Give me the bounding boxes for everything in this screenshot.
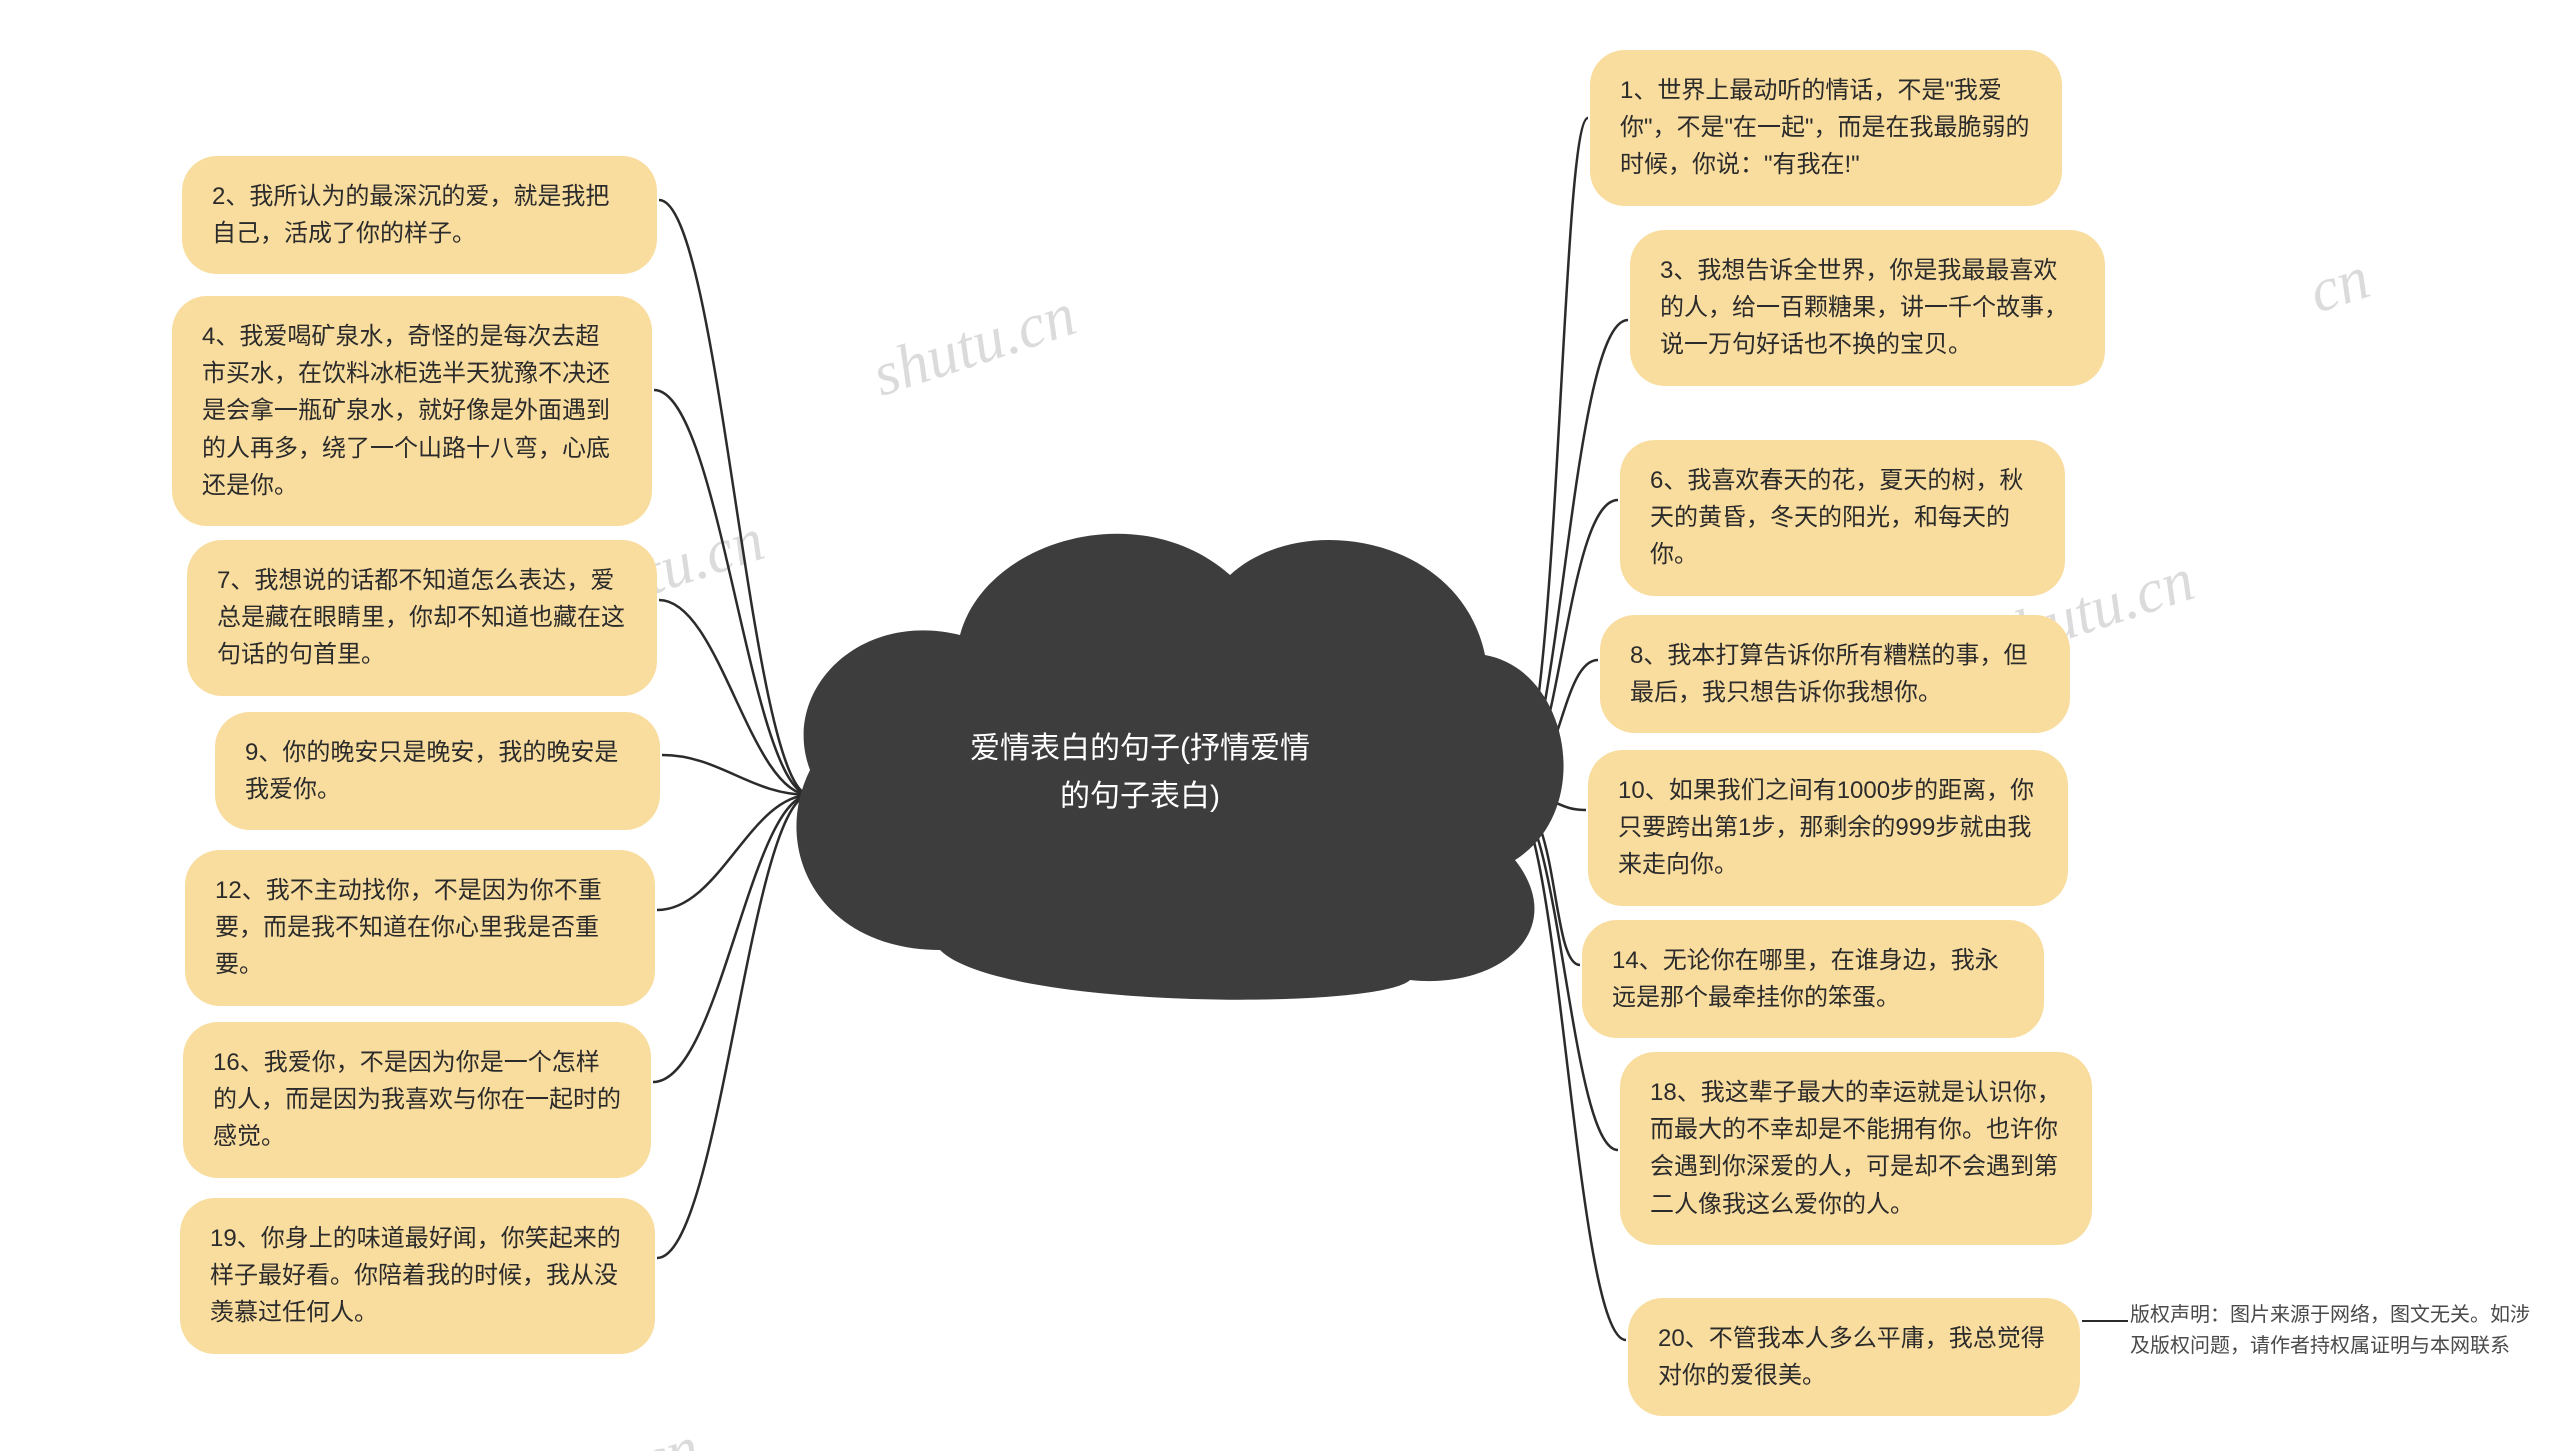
node-r8: 8、我本打算告诉你所有糟糕的事，但最后，我只想告诉你我想你。 [1600,615,2070,733]
center-title: 爱情表白的句子(抒情爱情 的句子表白) [940,725,1340,821]
node-l19: 19、你身上的味道最好闻，你笑起来的样子最好看。你陪着我的时候，我从没羡慕过任何… [180,1198,655,1354]
node-l16: 16、我爱你，不是因为你是一个怎样的人，而是因为我喜欢与你在一起时的感觉。 [183,1022,651,1178]
node-r20: 20、不管我本人多么平庸，我总觉得对你的爱很美。 [1628,1298,2080,1416]
watermark: shutu.cn [864,280,1084,412]
node-l2: 2、我所认为的最深沉的爱，就是我把自己，活成了你的样子。 [182,156,657,274]
title-line-2: 的句子表白) [940,773,1340,821]
node-l12: 12、我不主动找你，不是因为你不重要，而是我不知道在你心里我是否重要。 [185,850,655,1006]
node-r1: 1、世界上最动听的情话，不是"我爱你"，不是"在一起"，而是在我最脆弱的时候，你… [1590,50,2062,206]
node-l7: 7、我想说的话都不知道怎么表达，爱总是藏在眼睛里，你却不知道也藏在这句话的句首里… [187,540,657,696]
node-l9: 9、你的晚安只是晚安，我的晚安是我爱你。 [215,712,660,830]
footnote-line-1: 版权声明：图片来源于网络，图文无关。如涉 [2130,1300,2530,1331]
title-line-1: 爱情表白的句子(抒情爱情 [940,725,1340,773]
node-r6: 6、我喜欢春天的花，夏天的树，秋天的黄昏，冬天的阳光，和每天的你。 [1620,440,2065,596]
node-r18: 18、我这辈子最大的幸运就是认识你，而最大的不幸却是不能拥有你。也许你会遇到你深… [1620,1052,2092,1245]
center-cloud: 爱情表白的句子(抒情爱情 的句子表白) [740,480,1580,1020]
footnote-line-2: 及版权问题，请作者持权属证明与本网联系 [2130,1331,2530,1362]
watermark: cn [2300,243,2378,329]
copyright-footnote: 版权声明：图片来源于网络，图文无关。如涉 及版权问题，请作者持权属证明与本网联系 [2130,1300,2530,1362]
watermark: cn [630,1413,708,1451]
footnote-connector [2082,1320,2128,1322]
node-r3: 3、我想告诉全世界，你是我最最喜欢的人，给一百颗糖果，讲一千个故事，说一万句好话… [1630,230,2105,386]
node-l4: 4、我爱喝矿泉水，奇怪的是每次去超市买水，在饮料冰柜选半天犹豫不决还是会拿一瓶矿… [172,296,652,526]
mindmap-canvas: 树图 shutu.cn shutu.cn 树图 shutu.cn cn cn 图… [0,0,2560,1451]
node-r14: 14、无论你在哪里，在谁身边，我永远是那个最牵挂你的笨蛋。 [1582,920,2044,1038]
node-r10: 10、如果我们之间有1000步的距离，你只要跨出第1步，那剩余的999步就由我来… [1588,750,2068,906]
